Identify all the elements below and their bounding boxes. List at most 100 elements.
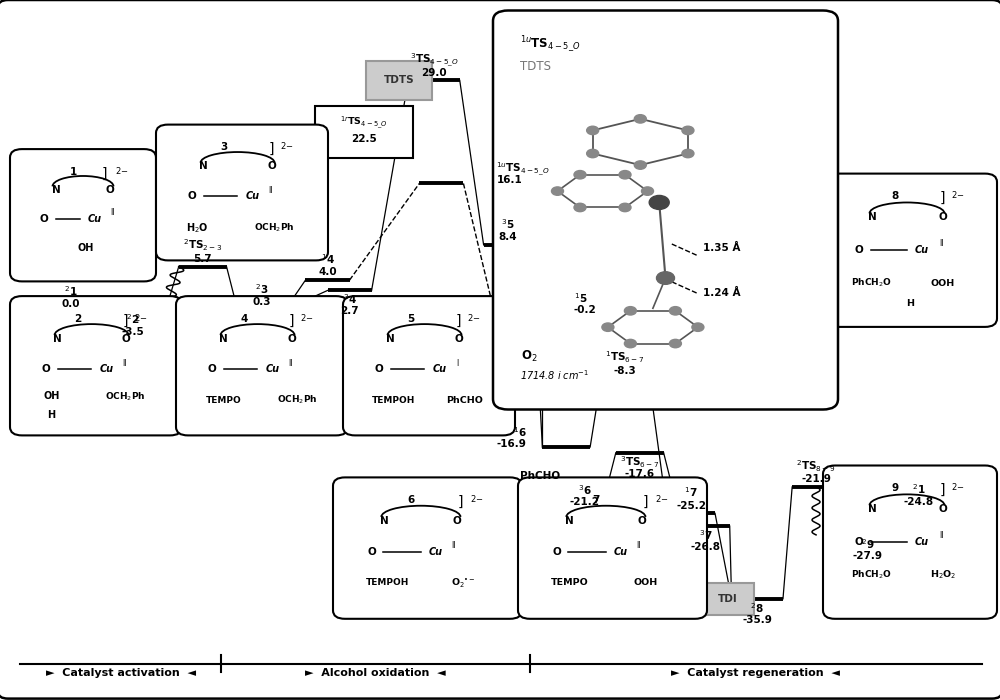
- Text: Cu: Cu: [432, 365, 446, 374]
- Text: 1: 1: [70, 167, 77, 176]
- Circle shape: [602, 323, 614, 331]
- FancyBboxPatch shape: [10, 149, 156, 281]
- Circle shape: [619, 171, 631, 179]
- Text: O: O: [552, 547, 561, 556]
- Text: Cu: Cu: [915, 537, 929, 547]
- Text: -21.2: -21.2: [570, 498, 600, 508]
- Text: Cu: Cu: [429, 547, 443, 556]
- Text: TDI: TDI: [717, 594, 737, 604]
- Text: $^{3}$5: $^{3}$5: [501, 217, 514, 231]
- Text: 3: 3: [221, 142, 228, 152]
- Text: -27.9: -27.9: [852, 551, 882, 561]
- Text: 0.3: 0.3: [252, 297, 271, 307]
- Text: -21.9: -21.9: [801, 475, 831, 484]
- Text: OCH$_2$Ph: OCH$_2$Ph: [277, 394, 318, 406]
- Text: 16.1: 16.1: [496, 175, 522, 185]
- Text: O: O: [287, 334, 296, 344]
- Text: $^{2}$1: $^{2}$1: [64, 284, 77, 298]
- Text: H$_2$O: H$_2$O: [186, 221, 209, 235]
- Text: $^{1}$4: $^{1}$4: [321, 252, 334, 266]
- Circle shape: [656, 272, 674, 284]
- Text: N: N: [53, 334, 62, 344]
- Text: O: O: [267, 161, 276, 172]
- Text: O: O: [453, 516, 462, 526]
- Text: 29.0: 29.0: [421, 68, 447, 78]
- Text: -8.3: -8.3: [614, 365, 636, 376]
- FancyBboxPatch shape: [366, 61, 432, 100]
- Text: TEMPOH: TEMPOH: [372, 395, 415, 405]
- Text: N: N: [199, 161, 208, 172]
- Text: II: II: [288, 359, 292, 368]
- Text: -0.2: -0.2: [574, 305, 596, 315]
- Text: O: O: [367, 547, 376, 556]
- Text: -26.8: -26.8: [691, 542, 721, 552]
- FancyBboxPatch shape: [176, 296, 348, 435]
- FancyBboxPatch shape: [315, 106, 413, 158]
- Circle shape: [574, 203, 586, 211]
- Text: ]: ]: [101, 167, 107, 181]
- Text: $^{1}$5: $^{1}$5: [574, 291, 587, 305]
- Text: $^{1}$TS$_{6-7}$: $^{1}$TS$_{6-7}$: [605, 349, 645, 365]
- Text: 2$-$: 2$-$: [951, 189, 965, 200]
- Text: N: N: [868, 505, 877, 514]
- Text: OH: OH: [43, 391, 60, 401]
- Text: 2$-$: 2$-$: [300, 312, 313, 323]
- Text: H: H: [906, 299, 914, 308]
- Text: II: II: [637, 541, 641, 550]
- Text: I: I: [456, 359, 458, 368]
- Text: ►  Catalyst regeneration  ◄: ► Catalyst regeneration ◄: [671, 668, 840, 678]
- Text: O: O: [374, 365, 383, 374]
- Text: O: O: [121, 334, 130, 344]
- Text: $^{2}$TS$_{2-3}$: $^{2}$TS$_{2-3}$: [183, 238, 222, 253]
- Text: N: N: [52, 185, 61, 195]
- Circle shape: [682, 149, 694, 158]
- Text: O: O: [939, 213, 947, 223]
- Text: N: N: [868, 213, 877, 223]
- Text: OCH$_2$Ph: OCH$_2$Ph: [105, 390, 146, 402]
- Circle shape: [624, 307, 636, 315]
- Text: 2.7: 2.7: [340, 307, 359, 316]
- Text: Cu: Cu: [614, 547, 628, 556]
- Text: 2$-$: 2$-$: [115, 164, 129, 176]
- Text: O: O: [105, 185, 114, 195]
- Text: $^{2}$9: $^{2}$9: [861, 537, 874, 551]
- Text: II: II: [939, 531, 944, 540]
- Text: TDTS: TDTS: [384, 76, 414, 85]
- Text: O: O: [454, 334, 463, 344]
- Text: O: O: [855, 245, 863, 255]
- Text: O: O: [939, 505, 947, 514]
- Text: O: O: [187, 191, 196, 201]
- Text: $^{2}$1: $^{2}$1: [912, 482, 926, 496]
- Text: TEMPO: TEMPO: [551, 578, 588, 587]
- Text: 2$-$: 2$-$: [951, 481, 965, 492]
- Text: PhCHO: PhCHO: [446, 395, 483, 405]
- Text: 7: 7: [592, 495, 600, 505]
- Text: O: O: [855, 537, 863, 547]
- Text: O: O: [638, 516, 647, 526]
- Text: 2$-$: 2$-$: [280, 140, 293, 151]
- Text: $^{3}$6: $^{3}$6: [578, 484, 591, 498]
- Circle shape: [669, 340, 681, 348]
- Text: ]: ]: [456, 314, 461, 328]
- Text: Cu: Cu: [915, 245, 929, 255]
- Text: N: N: [386, 334, 395, 344]
- FancyBboxPatch shape: [333, 477, 522, 619]
- Text: O$_2$: O$_2$: [521, 349, 538, 363]
- Text: $^{1u}$TS$_{4-5\_O}$: $^{1u}$TS$_{4-5\_O}$: [520, 35, 580, 55]
- Circle shape: [619, 203, 631, 211]
- Text: 2$-$: 2$-$: [655, 493, 669, 504]
- FancyBboxPatch shape: [823, 466, 997, 619]
- Text: PhCH$_2$O: PhCH$_2$O: [851, 276, 891, 289]
- Circle shape: [574, 171, 586, 179]
- Text: $^{3}$TS$_{6-7}$: $^{3}$TS$_{6-7}$: [620, 454, 659, 470]
- Text: 22.5: 22.5: [351, 134, 377, 144]
- FancyBboxPatch shape: [700, 582, 754, 615]
- Text: TEMPO: TEMPO: [206, 395, 241, 405]
- Circle shape: [669, 307, 681, 315]
- Text: 2$-$: 2$-$: [467, 312, 480, 323]
- Text: $^{1u}$TS$_{4-5\_O}$: $^{1u}$TS$_{4-5\_O}$: [496, 160, 550, 176]
- Circle shape: [634, 115, 646, 123]
- Text: ]: ]: [269, 142, 274, 156]
- Text: 2$-$: 2$-$: [134, 312, 147, 323]
- Text: $^{1}$6: $^{1}$6: [513, 425, 526, 438]
